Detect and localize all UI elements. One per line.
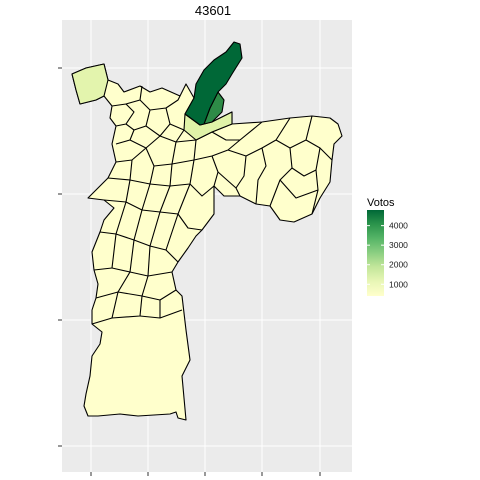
map-regions — [71, 41, 343, 421]
legend-ticks: 1000 2000 3000 4000 — [367, 221, 408, 289]
district-borders — [91, 85, 333, 325]
axis-ticks — [58, 67, 321, 476]
legend-colorbar — [367, 210, 384, 296]
legend-tick-label: 3000 — [389, 240, 408, 250]
legend-tick-label: 4000 — [389, 221, 408, 231]
legend-title: Votos — [367, 197, 395, 209]
plot-title: 43601 — [195, 3, 231, 18]
district-north-dark — [184, 41, 243, 126]
legend-tick-label: 2000 — [389, 260, 408, 270]
legend-tick-label: 1000 — [389, 279, 408, 289]
district-northwest — [71, 63, 109, 105]
